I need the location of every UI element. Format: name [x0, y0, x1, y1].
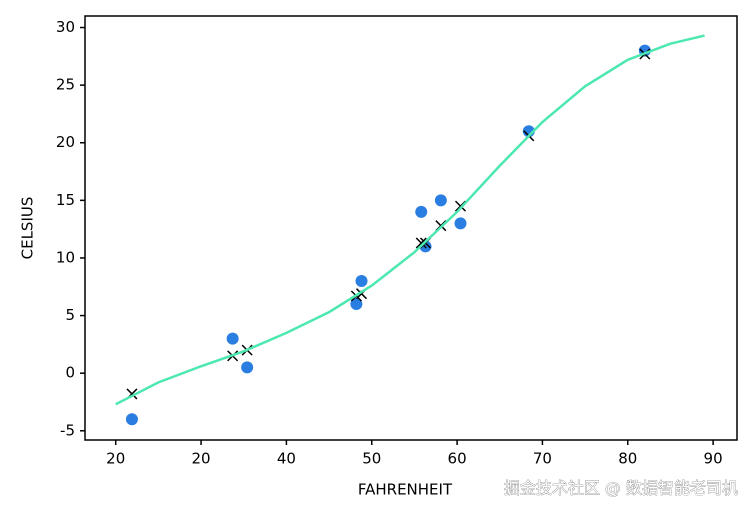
y-tick-label: -5 — [60, 421, 75, 439]
data-point — [454, 217, 467, 230]
y-tick-label: 25 — [56, 76, 75, 94]
x-tick-label: 20 — [192, 450, 211, 468]
predicted-marker — [415, 237, 427, 249]
x-axis-label: FAHRENHEIT — [358, 481, 453, 499]
x-tick-label: 50 — [362, 450, 381, 468]
x-tick-label: 90 — [704, 450, 723, 468]
x-tick-label: 80 — [618, 450, 637, 468]
data-point — [415, 205, 428, 218]
x-tick-label: 40 — [277, 450, 296, 468]
y-tick-label: 10 — [56, 248, 75, 266]
data-point — [350, 298, 363, 311]
x-tick-label: 20 — [106, 450, 125, 468]
y-tick-label: 0 — [65, 364, 75, 382]
fit-line — [115, 34, 705, 406]
y-tick-label: 30 — [56, 18, 75, 36]
plot-frame — [84, 15, 738, 441]
y-tick-label: 15 — [56, 191, 75, 209]
y-tick-label: 5 — [65, 306, 75, 324]
watermark: 掘金技术社区 @ 数据智能老司机 — [504, 479, 738, 498]
y-axis-label: CELSIUS — [19, 197, 37, 260]
data-point — [434, 194, 447, 207]
data-point — [226, 332, 239, 345]
data-point — [355, 275, 368, 287]
y-tick-label: 20 — [56, 133, 75, 151]
x-tick-label: 60 — [448, 450, 467, 468]
data-point — [241, 361, 254, 374]
data-point — [125, 413, 138, 426]
x-tick-label: 70 — [533, 450, 552, 468]
